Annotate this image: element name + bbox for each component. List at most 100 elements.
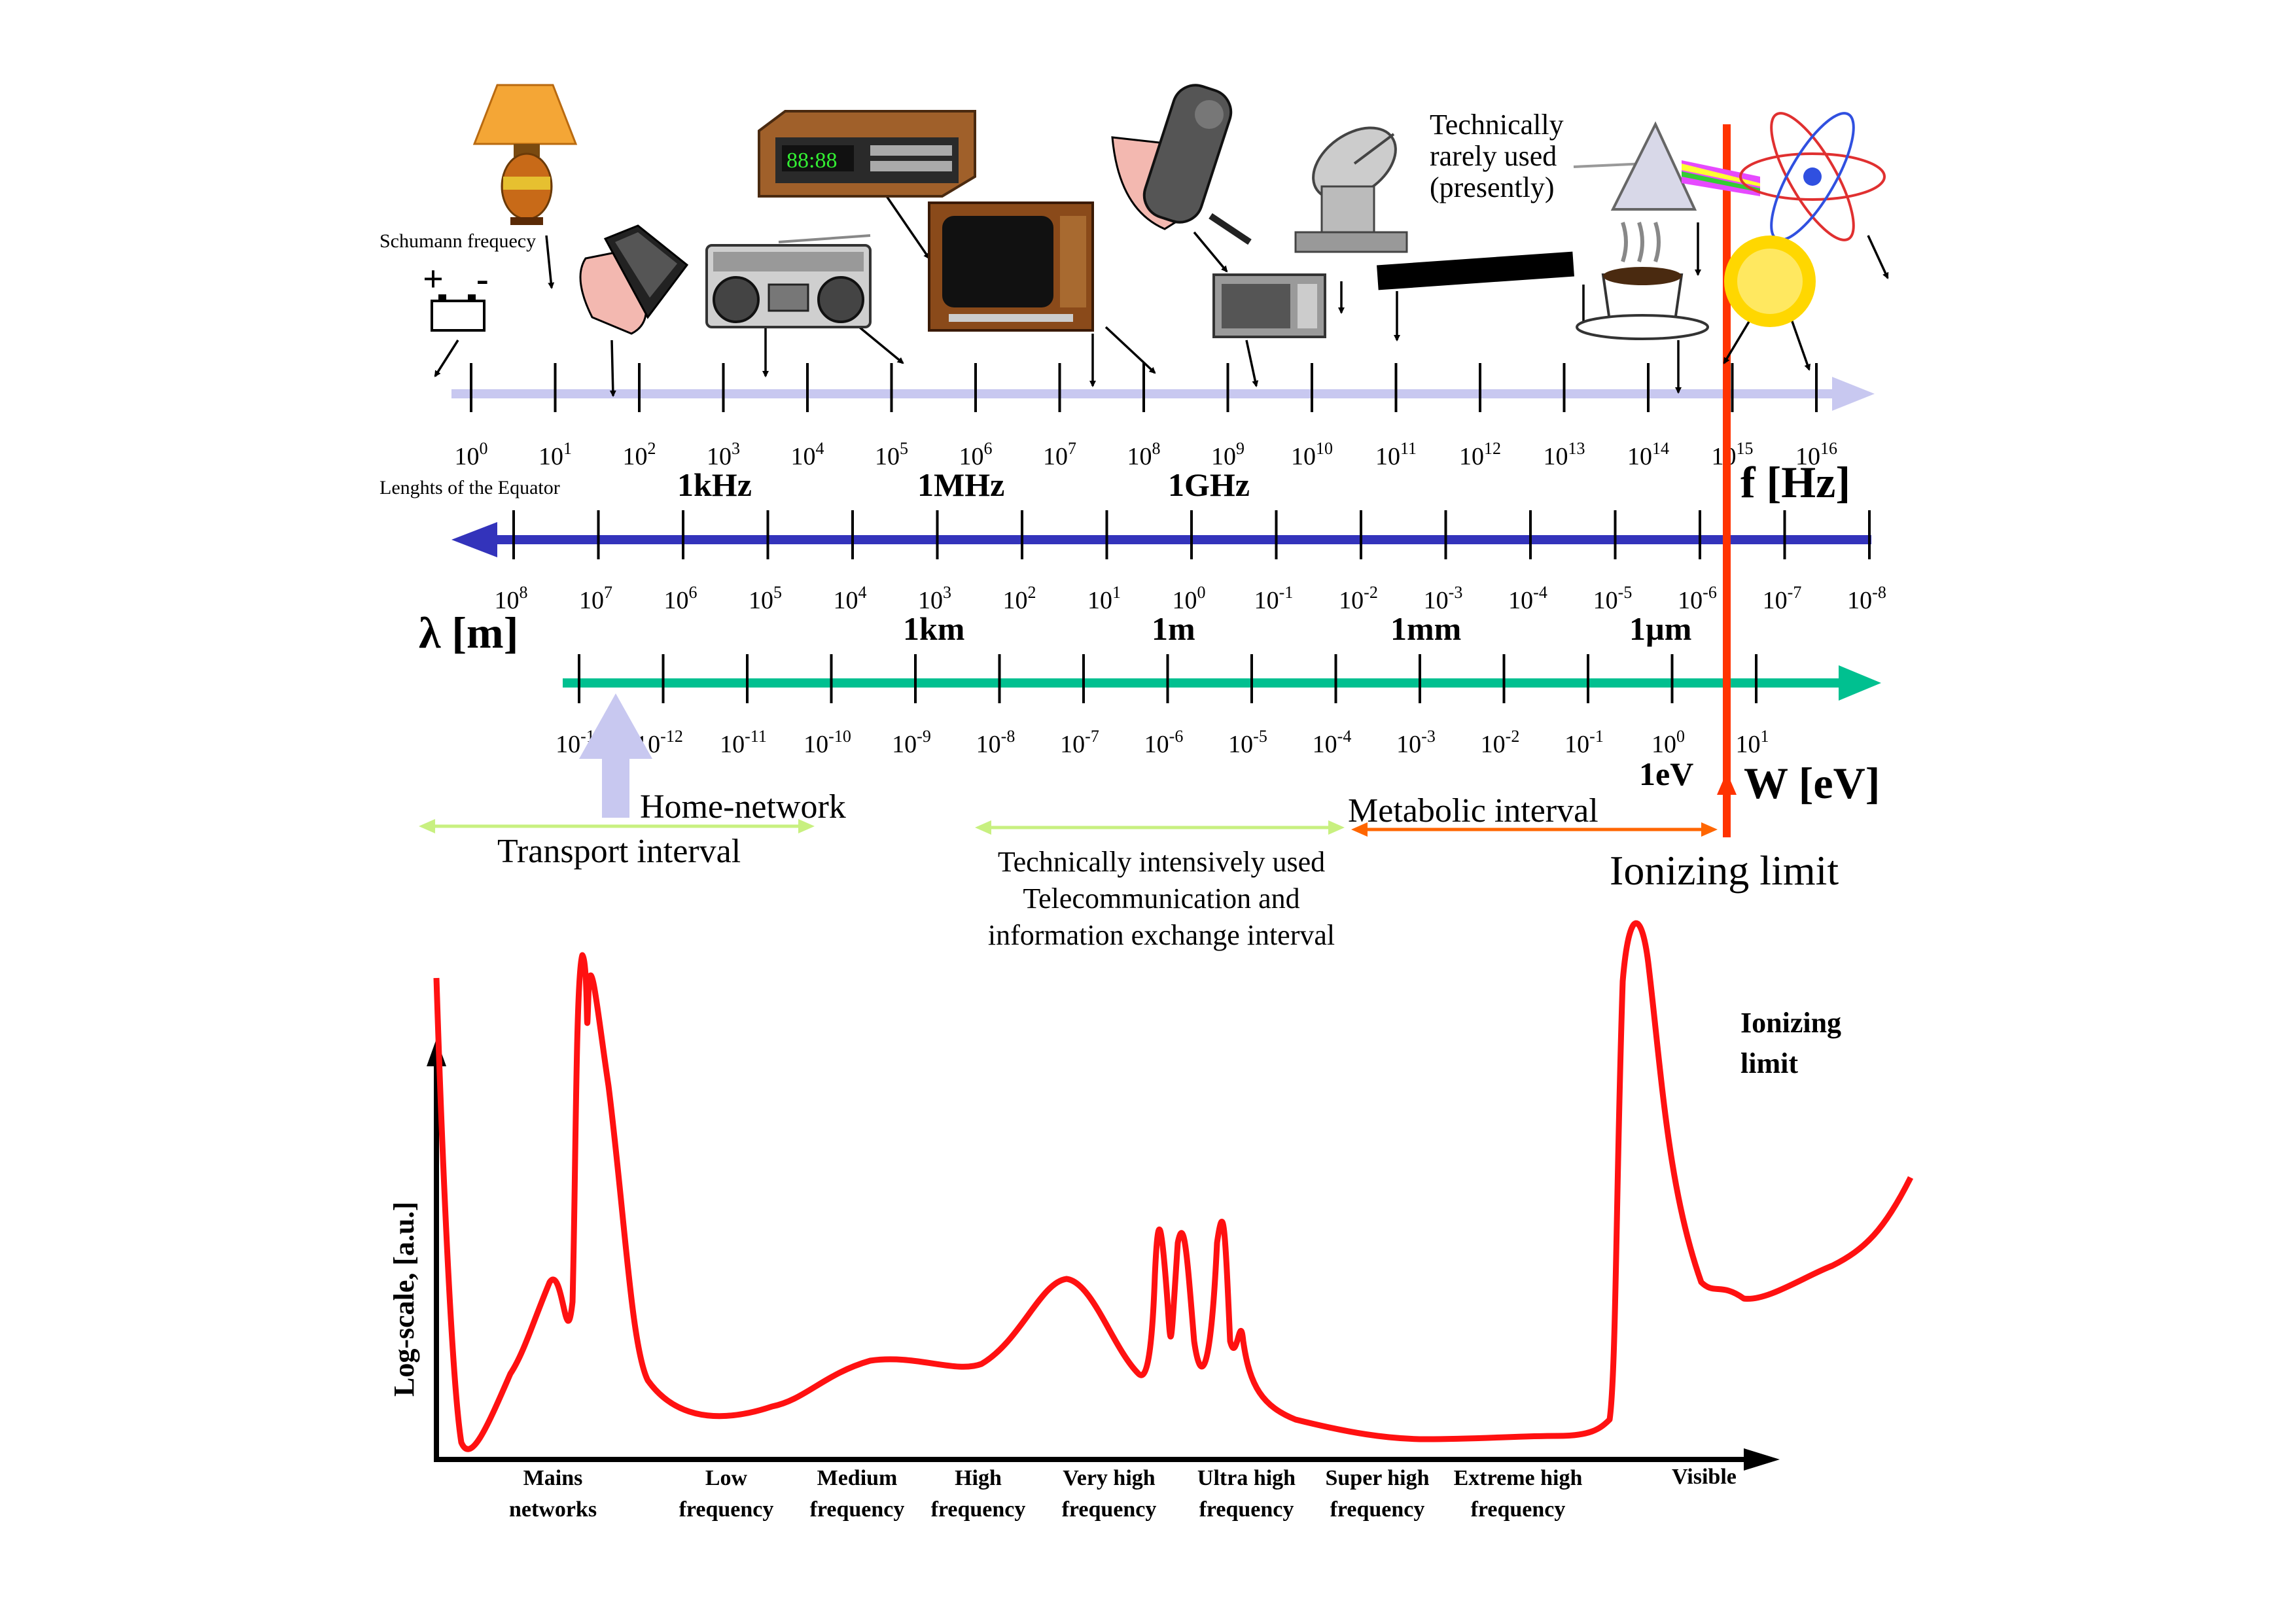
satellite-dish-icon <box>1294 126 1408 253</box>
frequency-tick-label: 100 <box>455 439 488 470</box>
frequency-tick-label: 109 <box>1211 439 1245 470</box>
y-axis-title: Log-scale, [a.u.] <box>388 1202 420 1397</box>
energy-tick-label: 10-9 <box>892 727 931 758</box>
metabolic-interval: Metabolic interval <box>1348 792 1718 837</box>
energy-tick-label: 10-5 <box>1228 727 1267 758</box>
svg-text:Metabolic interval: Metabolic interval <box>1348 792 1598 829</box>
frequency-tick-label: 108 <box>1127 439 1161 470</box>
radio-clock-icon: 88:88 <box>758 110 976 198</box>
frequency-axis-title: f [Hz] <box>1740 457 1850 507</box>
television-icon <box>928 201 1094 332</box>
svg-text:limit: limit <box>1740 1047 1798 1079</box>
svg-text:Mains: Mains <box>523 1466 583 1490</box>
energy-axis-title: W [eV] <box>1744 758 1880 808</box>
frequency-tick-label: 103 <box>707 439 740 470</box>
wavelength-tick-label: 10-5 <box>1593 583 1633 614</box>
wavelength-tick-label: 104 <box>834 583 867 614</box>
frequency-tick-label: 105 <box>875 439 908 470</box>
wavelength-axis <box>451 510 1871 559</box>
band-label: Low frequency <box>679 1466 774 1522</box>
svg-text:Super high: Super high <box>1325 1466 1429 1490</box>
band-label: Mains networks <box>509 1466 597 1522</box>
one-khz-label: 1kHz <box>677 466 752 503</box>
coffee-cup-icon <box>1576 222 1709 340</box>
black-bar <box>1377 251 1574 290</box>
frequency-tick-label: 106 <box>959 439 993 470</box>
frequency-tick-label: 1016 <box>1795 439 1837 470</box>
band-label: High frequency <box>931 1466 1026 1522</box>
wavelength-tick-label: 10-7 <box>1763 583 1802 614</box>
energy-tick-label: 10-8 <box>976 727 1016 758</box>
svg-text:(presently): (presently) <box>1430 171 1555 203</box>
frequency-tick-label: 1014 <box>1627 439 1669 470</box>
prism-icon <box>1573 121 1760 211</box>
svg-text:frequency: frequency <box>1471 1497 1566 1522</box>
wavelength-tick-label: 10-1 <box>1254 583 1294 614</box>
energy-tick-label: 10-3 <box>1396 727 1436 758</box>
frequency-tick-label: 1011 <box>1375 439 1417 470</box>
svg-text:information exchange interval: information exchange interval <box>988 919 1335 951</box>
wavelength-tick-label: 10-2 <box>1339 583 1378 614</box>
wavelength-tick-label: 100 <box>1173 583 1206 614</box>
svg-text:+: + <box>423 259 444 300</box>
svg-text:frequency: frequency <box>810 1497 905 1522</box>
equator-label: Lenghts of the Equator <box>380 477 560 498</box>
one-km-label: 1km <box>903 610 964 647</box>
band-label: Medium frequency <box>810 1466 905 1522</box>
frequency-tick-label: 104 <box>791 439 824 470</box>
intensity-chart: Log-scale, [a.u.] Visible Ionizing limit… <box>388 920 1914 1522</box>
svg-text:rarely used: rarely used <box>1430 140 1557 172</box>
svg-text:Extreme high: Extreme high <box>1454 1466 1583 1490</box>
energy-tick-label: 10-11 <box>720 727 767 758</box>
svg-text:Technically: Technically <box>1430 109 1564 141</box>
svg-text:frequency: frequency <box>1330 1497 1425 1522</box>
energy-tick-label: 10-1 <box>1564 727 1604 758</box>
frequency-tick-label: 107 <box>1043 439 1076 470</box>
wavelength-tick-label: 10-8 <box>1847 583 1886 614</box>
wavelength-tick-label: 108 <box>495 583 528 614</box>
energy-tick-label: 10-6 <box>1144 727 1184 758</box>
ionizing-limit-arrowhead <box>1717 772 1737 795</box>
energy-tick-label: 10-10 <box>804 727 851 758</box>
frequency-tick-label: 1010 <box>1291 439 1333 470</box>
wavelength-tick-label: 106 <box>664 583 698 614</box>
spectrum-curve <box>433 920 1914 1452</box>
one-mhz-label: 1MHz <box>917 466 1004 503</box>
energy-tick-label: 10-4 <box>1313 727 1352 758</box>
transport-interval: Transport interval <box>419 819 815 870</box>
svg-text:Very high: Very high <box>1063 1466 1155 1490</box>
svg-text:Ionizing: Ionizing <box>1740 1007 1841 1039</box>
one-ghz-label: 1GHz <box>1168 466 1250 503</box>
pointer-arrows <box>434 196 1889 397</box>
svg-text:Technically intensively used: Technically intensively used <box>998 846 1325 878</box>
wavelength-tick-label: 107 <box>579 583 612 614</box>
telecommunication-interval: Technically intensively used Telecommuni… <box>975 820 1345 951</box>
svg-text:Ultra high: Ultra high <box>1197 1466 1296 1490</box>
mobile-phone-icon <box>579 224 689 335</box>
lamp-icon <box>472 84 578 225</box>
one-m-label: 1m <box>1152 610 1195 647</box>
wavelength-tick-label: 103 <box>918 583 951 614</box>
svg-text:Low: Low <box>705 1466 748 1490</box>
wavelength-tick-label: 101 <box>1087 583 1121 614</box>
energy-tick-label: 100 <box>1651 727 1685 758</box>
band-label: Ultra high frequency <box>1197 1466 1296 1522</box>
frequency-axis <box>451 363 1875 412</box>
svg-text:Telecommunication and: Telecommunication and <box>1023 882 1299 915</box>
sun-icon <box>1724 236 1816 327</box>
frequency-tick-label: 1012 <box>1459 439 1501 470</box>
energy-tick-label: 101 <box>1736 727 1769 758</box>
ionizing-limit-label: Ionizing limit <box>1610 847 1839 894</box>
band-label: Very high frequency <box>1062 1466 1157 1522</box>
ionizing-limit-line <box>1723 124 1731 837</box>
wavelength-tick-label: 10-4 <box>1508 583 1547 614</box>
energy-tick-label: 10-2 <box>1481 727 1520 758</box>
wavelength-tick-label: 105 <box>749 583 782 614</box>
one-um-label: 1µm <box>1629 610 1691 647</box>
wavelength-tick-label: 10-3 <box>1424 583 1463 614</box>
svg-text:networks: networks <box>509 1497 597 1522</box>
band-labels: Mains networks Low frequency Medium frequency… <box>509 1466 1583 1522</box>
frequency-tick-label: 102 <box>623 439 656 470</box>
svg-text:frequency: frequency <box>679 1497 774 1522</box>
